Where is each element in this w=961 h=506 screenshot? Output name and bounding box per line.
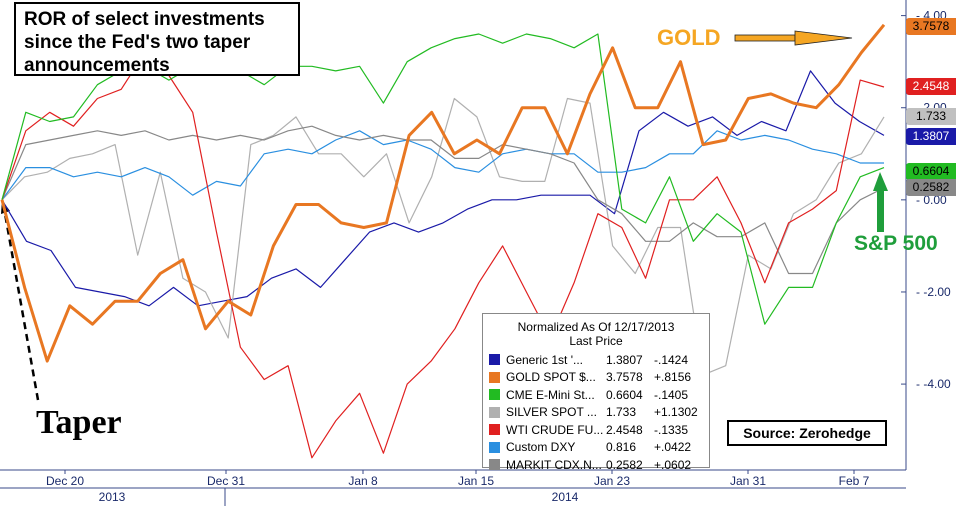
legend-name: Custom DXY bbox=[506, 440, 576, 455]
legend-swatch bbox=[489, 459, 500, 471]
source-label: Source: Zerohedge bbox=[727, 420, 887, 446]
x-tick-label: Jan 31 bbox=[730, 474, 766, 488]
gold-annotation: GOLD bbox=[657, 25, 721, 50]
legend-item: MARKIT CDX.N... 0.2582 +.0602 bbox=[483, 456, 709, 474]
year-label: 2013 bbox=[99, 490, 126, 504]
x-tick-label: Dec 31 bbox=[207, 474, 245, 488]
legend-item: Generic 1st '... 1.3807 -.1424 bbox=[483, 351, 709, 369]
sp500-arrowhead bbox=[873, 172, 888, 191]
legend-swatch bbox=[489, 371, 500, 383]
value-badge: 1.3807 bbox=[906, 127, 956, 145]
x-tick-label: Jan 23 bbox=[594, 474, 630, 488]
series-line-3 bbox=[1, 97, 885, 376]
legend-change: -.1405 bbox=[654, 387, 689, 402]
legend-change: +.0602 bbox=[654, 457, 692, 472]
legend-last-price: 1.733 bbox=[606, 405, 637, 420]
series-line-4 bbox=[1, 51, 885, 459]
legend-last-price: 0.2582 bbox=[606, 457, 643, 472]
y-tick-label: - -4.00 bbox=[916, 377, 951, 391]
legend-last-price: 1.3807 bbox=[606, 352, 643, 367]
series-line-2 bbox=[1, 33, 885, 325]
series-line-1 bbox=[0, 23, 886, 363]
gold-arrow-shaft bbox=[734, 34, 796, 42]
legend-item: WTI CRUDE FU... 2.4548 -.1335 bbox=[483, 421, 709, 439]
chart-title: ROR of select investments since the Fed'… bbox=[24, 9, 265, 76]
legend-last-price: 3.7578 bbox=[606, 370, 643, 385]
y-tick-label: - -2.00 bbox=[916, 285, 951, 299]
legend-change: -.1335 bbox=[654, 422, 689, 437]
value-badge: 0.2582 bbox=[906, 178, 956, 196]
x-tick-label: Feb 7 bbox=[839, 474, 870, 488]
legend-item: CME E-Mini St... 0.6604 -.1405 bbox=[483, 386, 709, 404]
legend-swatch bbox=[489, 354, 500, 366]
series-line-6 bbox=[1, 125, 885, 275]
value-badge: 3.7578 bbox=[906, 18, 956, 36]
legend-change: +.8156 bbox=[654, 370, 692, 385]
legend-subheader: Last Price bbox=[569, 334, 623, 348]
taper-annotation: Taper bbox=[36, 404, 122, 441]
x-tick-label: Jan 8 bbox=[348, 474, 378, 488]
legend-change: +1.1302 bbox=[654, 405, 698, 420]
series-line-5 bbox=[1, 130, 884, 201]
sp500-arrow-shaft bbox=[877, 190, 884, 232]
legend-last-price: 0.816 bbox=[606, 440, 637, 455]
legend-last-price: 2.4548 bbox=[606, 422, 643, 437]
legend-name: Generic 1st '... bbox=[506, 352, 583, 367]
year-label: 2014 bbox=[552, 490, 579, 504]
legend-change: +.0422 bbox=[654, 440, 692, 455]
legend-name: MARKIT CDX.N... bbox=[506, 457, 602, 472]
x-tick-label: Dec 20 bbox=[46, 474, 84, 488]
legend-name: GOLD SPOT $... bbox=[506, 370, 596, 385]
legend-name: SILVER SPOT ... bbox=[506, 405, 597, 420]
legend-swatch bbox=[489, 389, 500, 401]
series-line-0 bbox=[1, 70, 885, 307]
legend-change: -.1424 bbox=[654, 352, 689, 367]
legend-item: GOLD SPOT $... 3.7578 +.8156 bbox=[483, 369, 709, 387]
value-badge: 2.4548 bbox=[906, 78, 956, 96]
value-badge: 1.733 bbox=[906, 108, 956, 126]
chart-title-box: ROR of select investments since the Fed'… bbox=[14, 2, 300, 76]
gold-arrowhead bbox=[794, 30, 853, 46]
taper-arrow bbox=[2, 207, 40, 401]
legend-name: WTI CRUDE FU... bbox=[506, 422, 604, 437]
legend-swatch bbox=[489, 406, 500, 418]
value-badge: 0.6604 bbox=[906, 162, 956, 180]
legend-item: Custom DXY 0.816 +.0422 bbox=[483, 439, 709, 457]
y-tick-label: - 0.00 bbox=[916, 193, 947, 207]
legend-item: SILVER SPOT ... 1.733 +1.1302 bbox=[483, 404, 709, 422]
legend-swatch bbox=[489, 424, 500, 436]
legend-header: Normalized As Of 12/17/2013 bbox=[517, 320, 675, 334]
x-tick-label: Jan 15 bbox=[458, 474, 494, 488]
legend-last-price: 0.6604 bbox=[606, 387, 643, 402]
legend-name: CME E-Mini St... bbox=[506, 387, 595, 402]
sp500-annotation: S&P 500 bbox=[854, 232, 938, 255]
legend-swatch bbox=[489, 441, 500, 453]
legend: Normalized As Of 12/17/2013 Last Price G… bbox=[482, 313, 710, 472]
